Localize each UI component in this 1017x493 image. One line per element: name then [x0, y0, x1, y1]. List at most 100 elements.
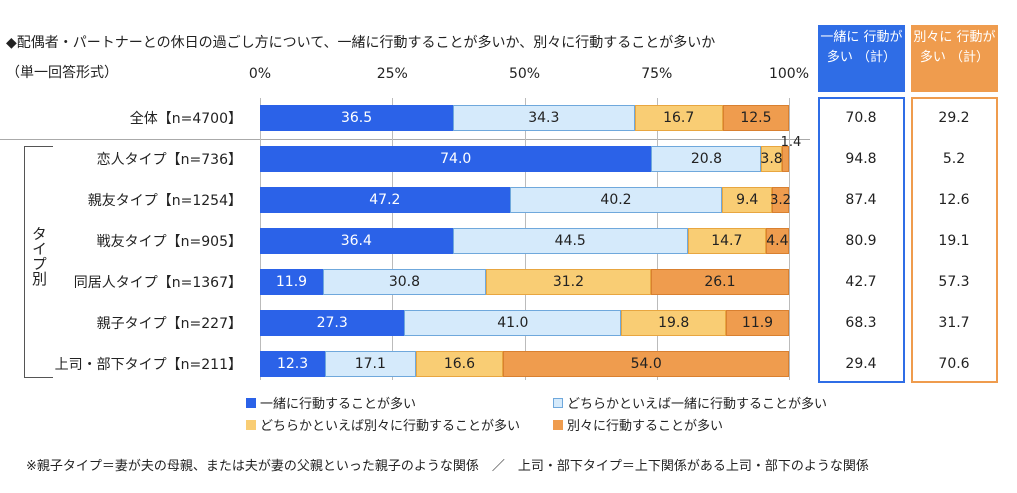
together-total-value: 68.3: [845, 315, 877, 331]
bar-segment: 14.7: [687, 228, 766, 254]
data-label: 54.0: [630, 356, 662, 372]
x-tick-label: 75%: [641, 66, 673, 82]
bar-segment: 74.0: [260, 146, 652, 172]
separate-total-value: 31.7: [938, 315, 970, 331]
chart-subtitle: （単一回答形式）: [6, 65, 118, 81]
bar-segment: 36.4: [260, 228, 453, 254]
data-label: 16.6: [443, 356, 475, 372]
together-total-value: 29.4: [845, 356, 877, 372]
row-label: 恋人タイプ【n=736】: [96, 152, 242, 168]
bar-segment: 26.1: [650, 269, 789, 295]
bar-segment: 1.4: [781, 135, 801, 172]
data-label: 27.3: [316, 315, 348, 331]
bar-segment: 54.0: [503, 351, 789, 377]
data-label: 14.7: [711, 233, 743, 249]
separate-total-value: 57.3: [938, 274, 970, 290]
x-tick-label: 0%: [248, 66, 272, 82]
separate-total-header: 別々に 行動が多い （計）: [911, 25, 998, 92]
gridline: [789, 98, 790, 380]
together-total-box: [818, 97, 905, 383]
data-label: 12.5: [740, 110, 772, 126]
data-label: 26.1: [704, 274, 736, 290]
bar-segment: 40.2: [509, 187, 723, 213]
row-label: 戦友タイプ【n=905】: [96, 234, 242, 250]
together-total-value: 94.8: [845, 151, 877, 167]
data-label: 74.0: [440, 151, 472, 167]
separate-total-value: 19.1: [938, 233, 970, 249]
bar-segment: 19.8: [621, 310, 727, 336]
data-label: 19.8: [658, 315, 690, 331]
separate-total-value: 29.2: [938, 110, 970, 126]
chart-title: ◆配偶者・パートナーとの休日の過ごし方について、一緒に行動することが多いか、別々…: [6, 35, 716, 51]
data-label: 3.8: [760, 151, 783, 167]
bar-segment: 3.2: [770, 187, 791, 213]
legend-label: どちらかといえば一緒に行動することが多い: [567, 397, 828, 412]
data-label: 1.4: [780, 135, 802, 150]
data-label: 36.5: [340, 110, 373, 126]
data-label: 44.5: [554, 233, 586, 249]
group-label: タイプ別: [30, 226, 48, 286]
data-label: 16.7: [663, 110, 695, 126]
footnote: ※親子タイプ＝妻が夫の母親、または夫が妻の父親といった親子のような関係 ／ 上司…: [26, 459, 869, 474]
together-total-value: 87.4: [845, 192, 877, 208]
data-label: 3.2: [770, 192, 791, 208]
bar-segment: 36.5: [260, 105, 454, 131]
data-label: 20.8: [690, 151, 723, 167]
together-total-value: 70.8: [845, 110, 877, 126]
bar-segment: 27.3: [260, 310, 405, 336]
legend-item-rather-together: どちらかといえば一緒に行動することが多い: [553, 393, 827, 412]
bar-segment: 44.5: [452, 228, 688, 254]
bar-segment: 11.9: [726, 310, 789, 336]
data-label: 36.4: [340, 233, 372, 249]
row-label: 親友タイプ【n=1254】: [87, 193, 242, 209]
legend-swatch: [246, 419, 256, 430]
data-label: 17.1: [354, 356, 386, 372]
together-total-value: 42.7: [845, 274, 877, 290]
x-tick-label: 50%: [508, 66, 541, 82]
bar-segment: 16.6: [415, 351, 504, 377]
data-label: 41.0: [497, 315, 529, 331]
bar-segment: 20.8: [651, 146, 762, 172]
legend-swatch: [553, 397, 563, 408]
x-tick-label: 25%: [376, 66, 408, 82]
data-label: 47.2: [369, 192, 401, 208]
x-tick-label: 100%: [768, 66, 810, 82]
bar-segment: 12.5: [722, 105, 789, 131]
bar-segment: 30.8: [322, 269, 486, 295]
row-label: 親子タイプ【n=227】: [96, 316, 242, 332]
bar-segment: 4.4: [765, 228, 789, 254]
data-label: 40.2: [600, 192, 632, 208]
data-label: 34.3: [528, 110, 560, 126]
bar-segment: 31.2: [485, 269, 651, 295]
bar-segment: 9.4: [722, 187, 773, 213]
bar-segment: 34.3: [453, 105, 635, 131]
legend-swatch: [246, 397, 256, 408]
row-label: 同居人タイプ【n=1367】: [73, 275, 242, 291]
separate-total-value: 5.2: [942, 151, 966, 167]
legend-swatch: [553, 419, 563, 430]
divider: [0, 139, 810, 140]
bar-segment: 11.9: [260, 269, 323, 295]
data-label: 11.9: [741, 315, 774, 331]
together-total-value: 80.9: [845, 233, 877, 249]
legend-item-separate: 別々に行動することが多い: [553, 415, 723, 434]
separate-total-box: [911, 97, 998, 383]
bar-segment: 47.2: [260, 187, 510, 213]
data-label: 11.9: [275, 274, 308, 290]
data-label: 30.8: [388, 274, 420, 290]
separate-total-value: 12.6: [938, 192, 970, 208]
legend-label: 一緒に行動することが多い: [260, 397, 417, 412]
row-label: 上司・部下タイプ【n=211】: [54, 357, 242, 373]
row-label: 全体【n=4700】: [129, 111, 242, 127]
legend-label: 別々に行動することが多い: [567, 419, 724, 434]
data-label: 9.4: [736, 192, 759, 208]
bar-chart: 全体【n=4700】 36.5 34.3 16.7 12.5 70.8 29.2 恋人タイプ【…: [54, 98, 970, 380]
data-label: 12.3: [276, 356, 309, 372]
together-total-header: 一緒に 行動が多い （計）: [818, 25, 905, 92]
group-label-box: [24, 146, 53, 378]
bar-segment: 17.1: [325, 351, 416, 377]
bar-segment: 41.0: [404, 310, 622, 336]
bar-segment: 3.8: [760, 146, 783, 172]
legend-label: どちらかといえば別々に行動することが多い: [260, 419, 521, 434]
data-label: 31.2: [552, 274, 584, 290]
